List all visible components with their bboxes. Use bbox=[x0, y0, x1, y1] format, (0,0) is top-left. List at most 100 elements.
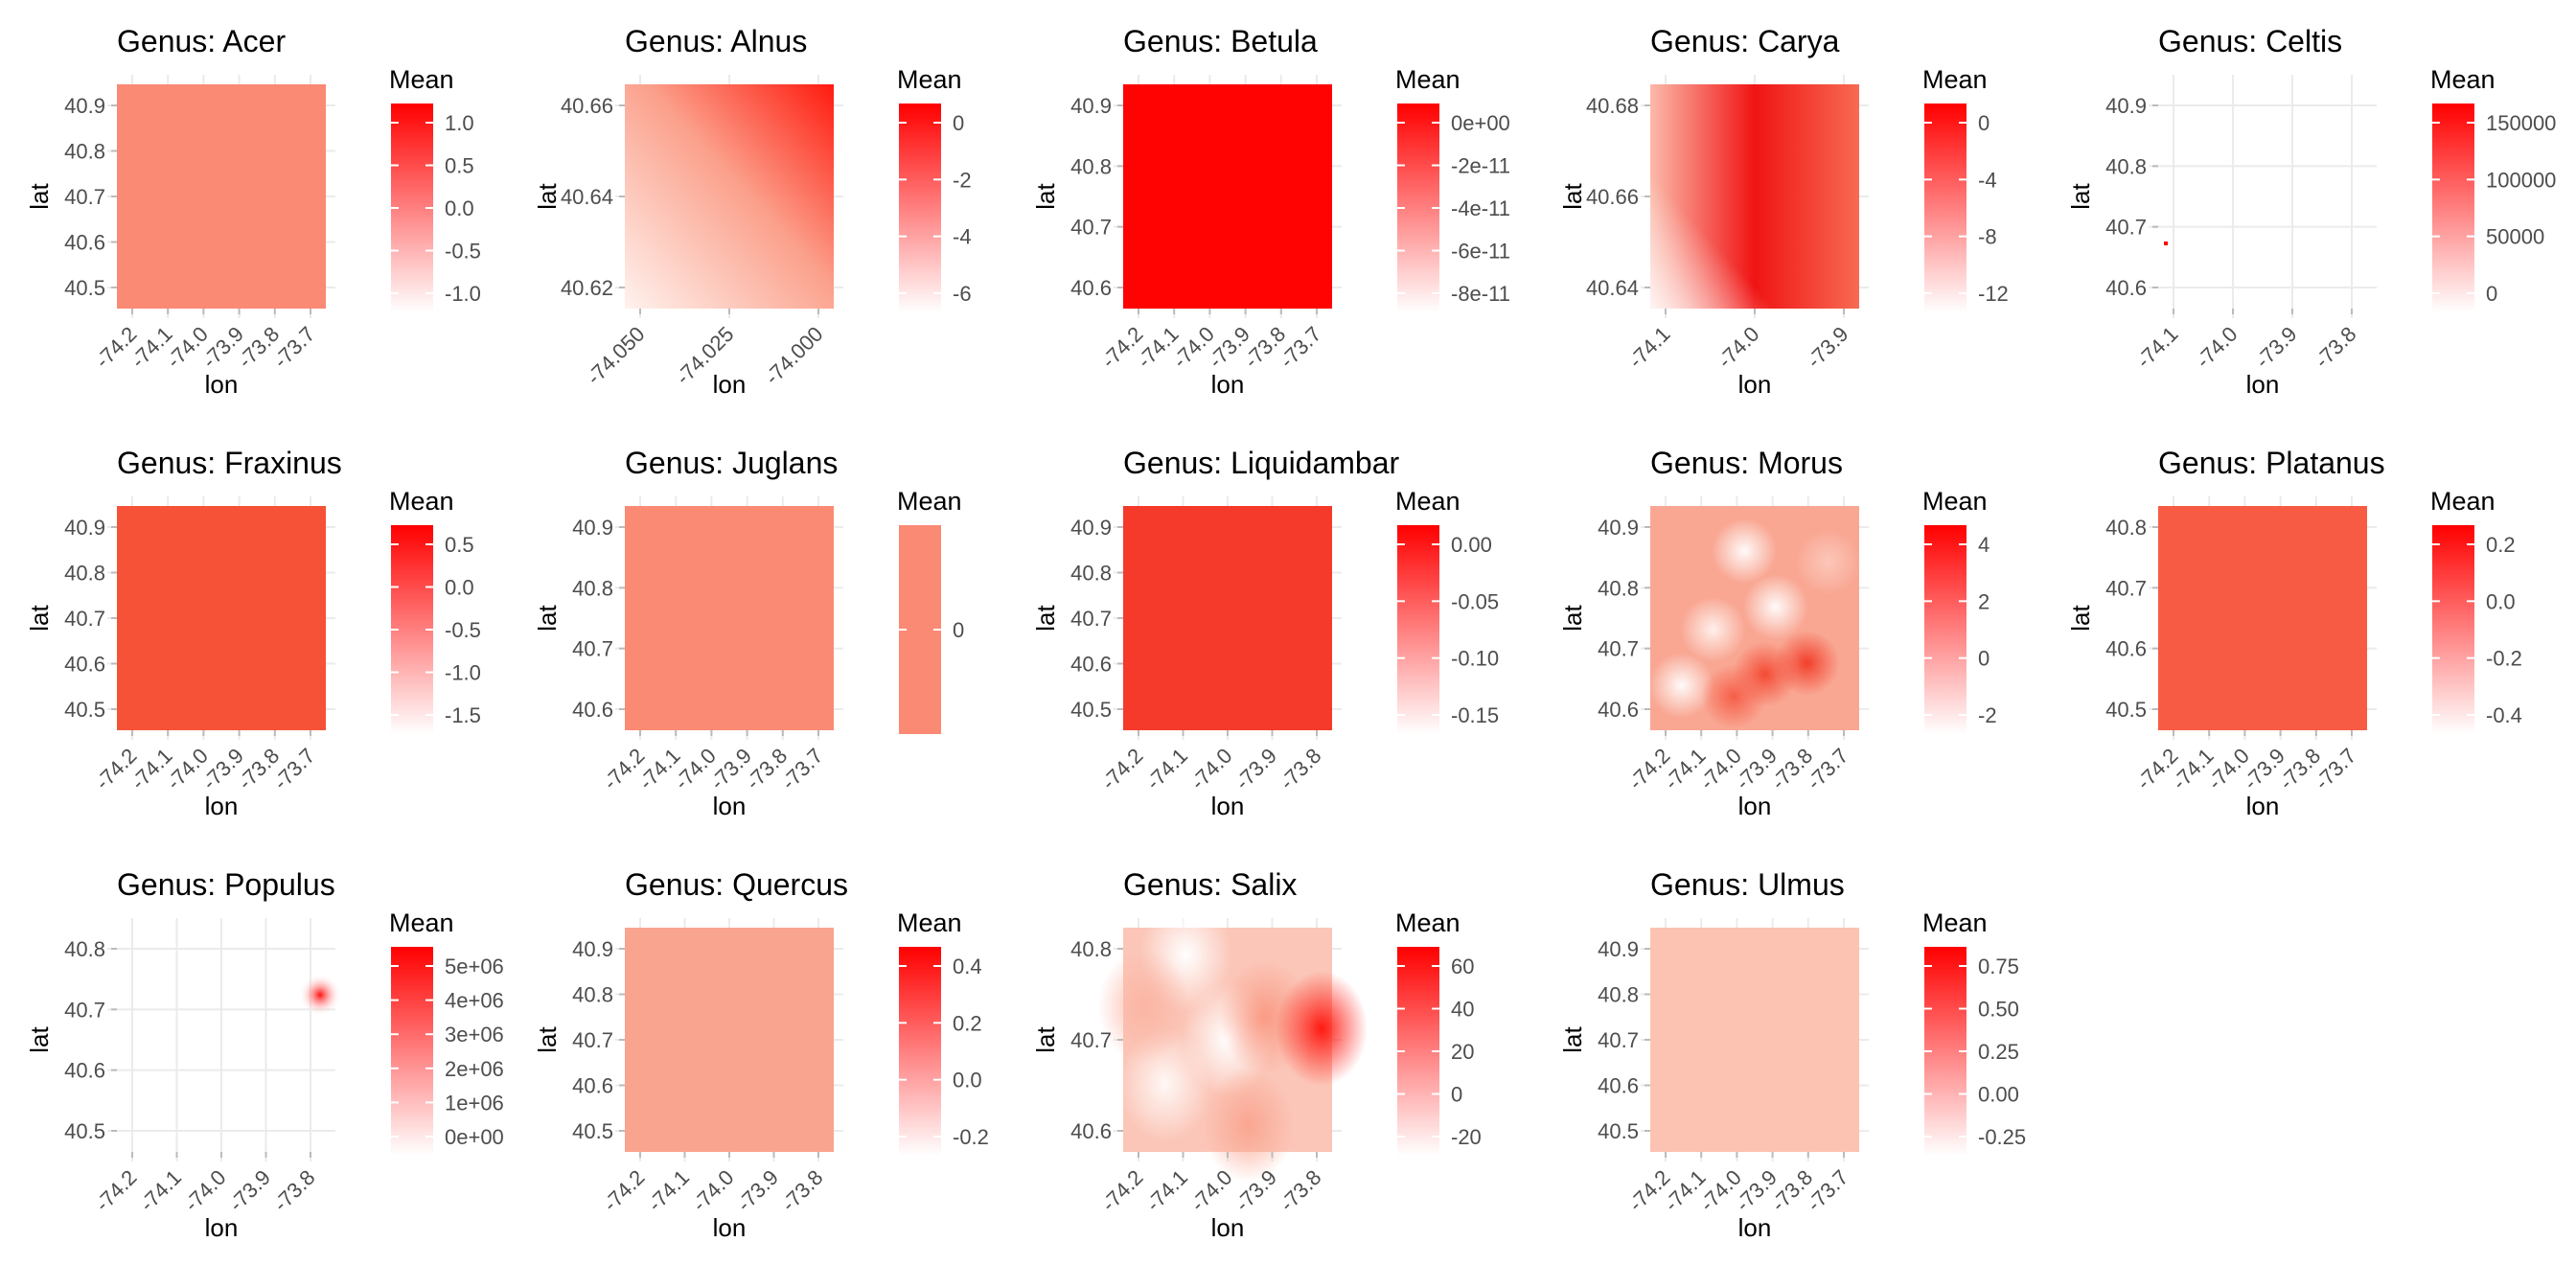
y-axis-label: lat bbox=[533, 182, 562, 209]
panel-svg: Genus: Liquidambar 40.5 40.6 40.7 40.8 40.9 -7… bbox=[1031, 446, 1499, 820]
legend-tick-label: -1.5 bbox=[445, 703, 481, 727]
panel-svg: Genus: Fraxinus40.540.640.740.840.9-74.2… bbox=[25, 446, 481, 820]
panel-betula: Genus: Betula 40.6 40.7 40.8 40.9 -74.2 -74.1-… bbox=[1006, 0, 1533, 422]
x-tick-label: -74.2 bbox=[1096, 744, 1147, 794]
raster-blob bbox=[1712, 518, 1778, 584]
y-tick-label: 40.9 bbox=[1598, 516, 1639, 540]
y-axis-label: lat bbox=[1031, 1025, 1060, 1052]
panel-title: Genus: Alnus bbox=[625, 24, 807, 58]
legend-title: Mean bbox=[1922, 487, 1988, 516]
legend-tick-label: 1e+06 bbox=[445, 1091, 504, 1115]
x-tick-label: -74.050 bbox=[582, 322, 649, 389]
legend-tick-label: -12 bbox=[1978, 282, 2009, 306]
panel-title: Genus: Celtis bbox=[2158, 24, 2342, 58]
x-tick-label: -74.000 bbox=[760, 322, 827, 389]
y-axis-label: lat bbox=[1031, 604, 1060, 631]
panel-svg: Genus: Salix40.640.740.8-74.2-74.1-74.0-… bbox=[1031, 867, 1482, 1242]
y-tick-label: 40.6 bbox=[1070, 653, 1112, 677]
x-tick-label: -73.8 bbox=[2310, 322, 2360, 373]
legend-tick-label: 150000 bbox=[2486, 111, 2556, 135]
raster-blob bbox=[1276, 971, 1368, 1087]
legend-tick-label: -6 bbox=[953, 282, 972, 306]
panel-svg: Genus: Betula40.640.740.840.9-74.2-74.1-… bbox=[1031, 24, 1510, 399]
legend-tick-label: -4e-11 bbox=[1451, 196, 1510, 220]
panel-salix: Genus: Salix 40.6 40.7 40.8 -74.2 -74.1 -74.0-… bbox=[1006, 843, 1533, 1265]
x-tick-label: -73.9 bbox=[224, 1165, 275, 1216]
panel-svg: Genus: Quercus40.540.640.740.840.9-74.2-… bbox=[533, 867, 989, 1242]
x-tick-label: -73.9 bbox=[732, 1165, 783, 1216]
y-tick-label: 40.7 bbox=[2105, 216, 2147, 240]
x-axis-label: lon bbox=[205, 370, 239, 399]
y-tick-label: 40.6 bbox=[2105, 276, 2147, 300]
panel-acer: Genus: Acer 40.5 40.6 40.7 40.8 40.9 -74.2 -74.… bbox=[0, 0, 508, 422]
raster-fill bbox=[625, 506, 834, 730]
legend-tick-label: 0 bbox=[953, 618, 964, 642]
x-tick-label: -74.0 bbox=[179, 1165, 230, 1216]
y-tick-label: 40.8 bbox=[1598, 576, 1639, 600]
legend-title: Mean bbox=[1922, 65, 1988, 94]
raster-hotspot bbox=[299, 974, 341, 1017]
legend-tick-label: 0.50 bbox=[1978, 998, 2019, 1022]
legend-tick-label: -1.0 bbox=[445, 282, 481, 306]
y-tick-label: 40.9 bbox=[572, 516, 613, 540]
y-tick-label: 40.8 bbox=[572, 983, 613, 1007]
legend-colorbar bbox=[1397, 525, 1439, 734]
raster-blob bbox=[1701, 663, 1767, 729]
x-tick-label: -74.0 bbox=[1185, 744, 1236, 794]
panel-morus: Genus: Morus 40.6 40.7 40.8 40.9 -74.2 -74.1 -7… bbox=[1533, 422, 2041, 843]
legend-tick-label: -2e-11 bbox=[1451, 154, 1510, 178]
y-tick-label: 40.8 bbox=[1070, 562, 1112, 586]
x-tick-label: -73.7 bbox=[1275, 322, 1325, 373]
panel-title: Genus: Liquidambar bbox=[1123, 446, 1400, 480]
y-tick-label: 40.6 bbox=[1070, 1119, 1112, 1143]
y-axis-label: lat bbox=[2066, 604, 2095, 631]
legend-colorbar bbox=[899, 104, 941, 312]
x-tick-label: -73.8 bbox=[776, 1165, 827, 1216]
x-tick-label: -74.2 bbox=[598, 1165, 649, 1216]
legend-tick-label: -0.5 bbox=[445, 240, 481, 264]
y-tick-label: 40.9 bbox=[1598, 937, 1639, 961]
legend-tick-label: -6e-11 bbox=[1451, 240, 1510, 264]
y-tick-label: 40.64 bbox=[1586, 276, 1639, 300]
raster-blob bbox=[1742, 574, 1808, 640]
x-axis-label: lon bbox=[205, 792, 239, 820]
panel-title: Genus: Platanus bbox=[2158, 446, 2385, 480]
panel-carya: Genus: Carya 40.64 40.66 40.68 -74.1 -74.0 -73… bbox=[1533, 0, 2041, 422]
x-tick-label: -73.9 bbox=[1230, 744, 1281, 794]
legend-tick-label: 0.00 bbox=[1451, 533, 1492, 557]
y-tick-label: 40.6 bbox=[572, 698, 613, 722]
legend-tick-label: 4 bbox=[1978, 533, 1990, 557]
raster-blob bbox=[1795, 529, 1861, 595]
legend-tick-label: -0.15 bbox=[1451, 703, 1499, 727]
x-tick-label: -73.9 bbox=[2250, 322, 2301, 373]
y-tick-label: 40.7 bbox=[64, 607, 105, 631]
raster-fill bbox=[1650, 928, 1859, 1152]
legend-tick-label: -2 bbox=[953, 168, 972, 192]
legend-title: Mean bbox=[1922, 908, 1988, 937]
y-tick-label: 40.7 bbox=[1598, 637, 1639, 661]
y-tick-label: 40.9 bbox=[64, 94, 105, 118]
y-tick-label: 40.9 bbox=[572, 937, 613, 961]
x-tick-label: -74.1 bbox=[1141, 744, 1192, 794]
y-tick-label: 40.7 bbox=[64, 998, 105, 1022]
legend-title: Mean bbox=[897, 65, 962, 94]
x-axis-label: lon bbox=[2246, 792, 2280, 820]
y-tick-label: 40.62 bbox=[561, 276, 613, 300]
legend-tick-label: -4 bbox=[953, 225, 972, 249]
legend-colorbar bbox=[391, 947, 433, 1156]
legend-title: Mean bbox=[1395, 65, 1460, 94]
y-tick-label: 40.7 bbox=[572, 1028, 613, 1052]
legend-tick-label: 40 bbox=[1451, 998, 1474, 1022]
x-axis-label: lon bbox=[713, 370, 747, 399]
legend-tick-label: -2 bbox=[1978, 703, 1997, 727]
legend-tick-label: 0.4 bbox=[953, 954, 982, 978]
y-tick-label: 40.8 bbox=[572, 576, 613, 600]
panel-alnus: Genus: Alnus 40.62 40.64 40.66 -74.050 -74.02… bbox=[508, 0, 1006, 422]
legend-tick-label: -8e-11 bbox=[1451, 282, 1510, 306]
raster-shade bbox=[1650, 84, 1859, 309]
x-axis-label: lon bbox=[1211, 1213, 1245, 1242]
y-tick-label: 40.9 bbox=[1070, 516, 1112, 540]
x-tick-label: -74.2 bbox=[1096, 1165, 1147, 1216]
legend-tick-label: 100000 bbox=[2486, 168, 2556, 192]
